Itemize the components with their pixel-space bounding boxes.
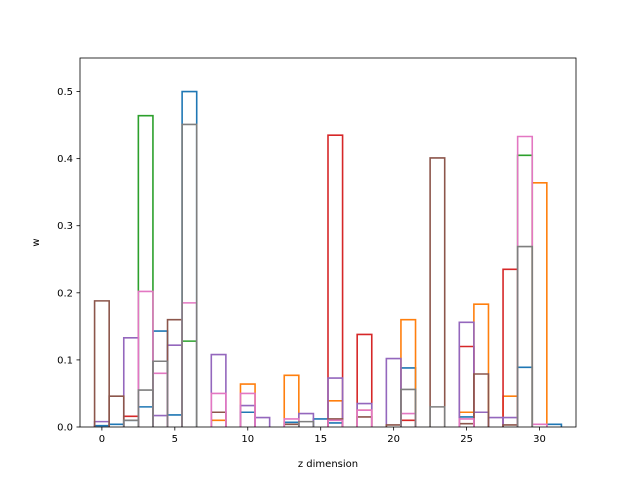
bar-s1-x28: [502, 395, 519, 427]
bar-s7-x23: [429, 406, 446, 427]
x-tick-label: 0: [99, 434, 105, 445]
bar-s5-x26: [473, 373, 490, 427]
bars-layer: [93, 90, 563, 427]
y-axis: 0.0 0.1 0.2 0.3 0.4 0.5: [57, 87, 80, 434]
bar-s4-x25: [458, 321, 475, 427]
bar-s7-x2: [122, 419, 140, 427]
x-axis: 0 5 10 15 20 25 30: [99, 427, 546, 445]
bar-s6-x29: [516, 135, 534, 427]
bar-s7-x14: [298, 420, 315, 427]
bar-s7-x21: [400, 388, 417, 427]
bar-s6-x10: [239, 392, 256, 427]
bar-s0-x5: [166, 414, 183, 427]
bar-s3-x2: [122, 415, 140, 427]
bar-s6-x4: [152, 372, 169, 427]
bar-s4-x11: [254, 416, 271, 427]
bar-s4-x18: [356, 402, 373, 427]
plot-frame: [79, 57, 577, 428]
bar-s5-x0: [93, 300, 110, 427]
bar-s0-x21: [400, 367, 417, 427]
x-axis-label: z dimension: [298, 459, 358, 470]
bar-s1-x21: [400, 318, 417, 427]
bar-s0-x3: [137, 406, 154, 427]
bar-s4-x27: [487, 416, 504, 427]
x-tick-label: 5: [172, 434, 178, 445]
bar-s5-x25: [458, 422, 475, 427]
bar-s5-x1: [108, 395, 125, 427]
bar-s3-x21: [400, 419, 417, 427]
bar-s0-x2: [122, 419, 140, 427]
bar-s2-x6: [181, 340, 198, 427]
y-tick-label: 0.3: [57, 221, 73, 232]
bar-s0-x29: [516, 366, 534, 427]
y-tick-label: 0.1: [57, 355, 73, 366]
y-tick-label: 0.4: [57, 154, 73, 165]
bar-s7-x6: [181, 123, 198, 427]
bar-s4-x26: [473, 411, 490, 427]
bar-s1-x30: [531, 181, 548, 427]
bar-s6-x8: [210, 392, 227, 427]
bar-s3-x28: [502, 268, 519, 427]
y-tick-label: 0.0: [57, 423, 73, 434]
bar-s0-x16: [327, 422, 344, 427]
bar-s5-x23: [429, 157, 446, 427]
bar-s2-x3: [137, 114, 154, 427]
bar-s2-x29: [516, 154, 534, 427]
bar-s7-x4: [152, 360, 169, 427]
bar-s4-x16: [327, 377, 344, 427]
x-tick-label: 30: [533, 434, 546, 445]
bar-s7-x3: [137, 389, 154, 427]
x-tick-label: 25: [460, 434, 473, 445]
bar-s5-x13: [283, 423, 300, 427]
bar-s0-x31: [546, 423, 563, 427]
bar-s6-x6: [181, 302, 198, 427]
bar-s3-x25: [458, 345, 475, 427]
bar-s0-x10: [239, 411, 256, 427]
bar-s6-x25: [458, 418, 475, 427]
bar-s6-x16: [327, 419, 344, 427]
bar-s6-x18: [356, 409, 373, 427]
bar-s1-x8: [210, 419, 227, 427]
bar-s4-x20: [385, 357, 402, 427]
bar-s1-x13: [283, 374, 300, 427]
y-axis-label: w: [31, 238, 42, 246]
bar-s5-x18: [356, 416, 373, 427]
bar-s4-x14: [298, 412, 315, 427]
bar-s5-x5: [166, 318, 183, 427]
bar-s0-x4: [152, 330, 169, 427]
bar-s1-x18: [356, 409, 373, 427]
bar-s4-x8: [210, 353, 227, 427]
x-tick-label: 15: [314, 434, 327, 445]
bar-s0-x6: [181, 90, 198, 427]
bar-s0-x15: [312, 418, 329, 427]
bar-s1-x26: [473, 303, 490, 427]
bar-s4-x4: [152, 414, 169, 427]
bar-s4-x2: [122, 336, 140, 427]
bar-s3-x18: [356, 333, 373, 427]
bar-s0-x1: [108, 423, 125, 427]
bar-s3-x16: [327, 134, 344, 427]
bar-s6-x3: [137, 290, 154, 427]
bar-s7-x29: [516, 245, 534, 427]
bar-s4-x10: [239, 404, 256, 427]
y-tick-label: 0.5: [57, 87, 73, 98]
y-tick-label: 0.2: [57, 288, 73, 299]
bar-s6-x30: [531, 423, 548, 427]
x-tick-label: 10: [241, 434, 254, 445]
x-tick-label: 20: [387, 434, 400, 445]
